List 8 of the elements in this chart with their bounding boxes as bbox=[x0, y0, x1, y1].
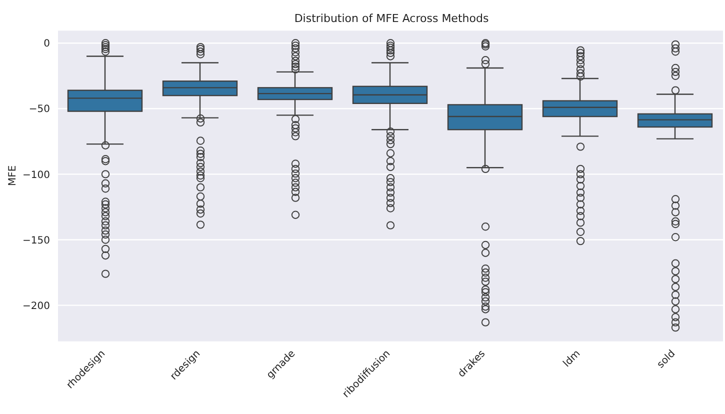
chart-title: Distribution of MFE Across Methods bbox=[293, 12, 490, 25]
y-tick-label: 0 bbox=[44, 38, 50, 50]
y-tick-label: −50 bbox=[28, 104, 50, 116]
y-axis-title: MFE bbox=[8, 165, 19, 186]
x-tick-label: ldm bbox=[561, 348, 583, 370]
y-tick-label: −150 bbox=[22, 235, 50, 246]
y-tick-label: −100 bbox=[22, 170, 50, 181]
y-tick-label: −200 bbox=[22, 300, 50, 312]
